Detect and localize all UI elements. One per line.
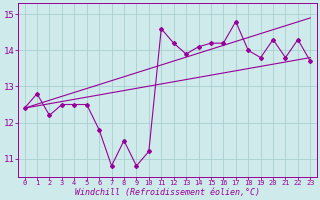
X-axis label: Windchill (Refroidissement éolien,°C): Windchill (Refroidissement éolien,°C) <box>75 188 260 197</box>
